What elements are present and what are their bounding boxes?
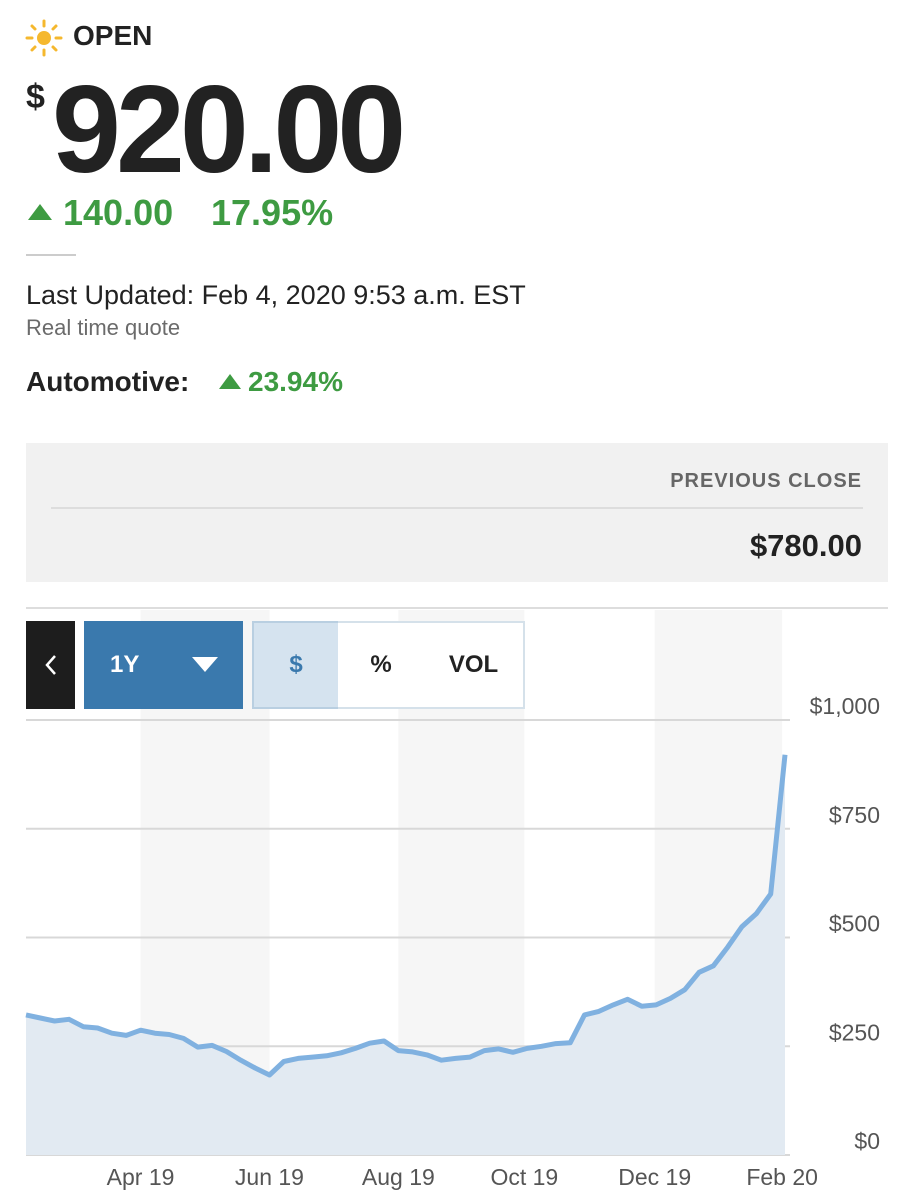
y-tick-label: $0 <box>854 1128 880 1154</box>
price: 920.00 <box>52 61 406 199</box>
chevron-left <box>44 655 56 675</box>
x-tick-label: Oct 19 <box>490 1164 558 1190</box>
mode-button[interactable]: $ <box>252 621 340 709</box>
divider <box>26 254 76 256</box>
x-tick-label: Apr 19 <box>107 1164 175 1190</box>
y-tick-label: $750 <box>829 802 880 828</box>
mode-button[interactable]: VOL <box>424 621 525 709</box>
x-tick-label: Feb 20 <box>746 1164 818 1190</box>
x-tick-label: Aug 19 <box>362 1164 435 1190</box>
y-tick-label: $1,000 <box>810 693 880 719</box>
previous-close-value: $780.00 <box>749 528 862 563</box>
last-updated: Last Updated: Feb 4, 2020 9:53 a.m. EST <box>26 280 526 310</box>
sun-icon <box>25 19 63 57</box>
currency-symbol: $ <box>26 78 45 116</box>
range-dropdown[interactable]: 1Y <box>84 621 243 709</box>
quote-type: Real time quote <box>26 315 181 340</box>
x-tick-label: Dec 19 <box>618 1164 691 1190</box>
x-tick-label: Jun 19 <box>235 1164 304 1190</box>
y-tick-label: $250 <box>829 1019 880 1045</box>
up-arrow <box>28 204 52 220</box>
dropdown-arrow <box>192 657 218 672</box>
divider <box>26 607 888 609</box>
back-button[interactable] <box>26 621 75 709</box>
sector-change: 23.94% <box>248 366 343 397</box>
y-tick-label: $500 <box>829 911 880 937</box>
price-area <box>26 754 785 1155</box>
previous-close-label: PREVIOUS CLOSE <box>670 470 862 492</box>
price-change-percent: 17.95% <box>211 192 334 233</box>
market-status: OPEN <box>73 20 153 51</box>
previous-close-panel: PREVIOUS CLOSE $780.00 <box>26 443 888 582</box>
sector-label: Automotive: <box>26 366 190 397</box>
range-label: 1Y <box>110 651 140 678</box>
up-arrow <box>219 374 241 389</box>
mode-button[interactable]: % <box>338 621 426 709</box>
price-change: 140.00 <box>63 192 174 233</box>
divider <box>51 507 863 509</box>
price-line <box>25 754 788 1078</box>
